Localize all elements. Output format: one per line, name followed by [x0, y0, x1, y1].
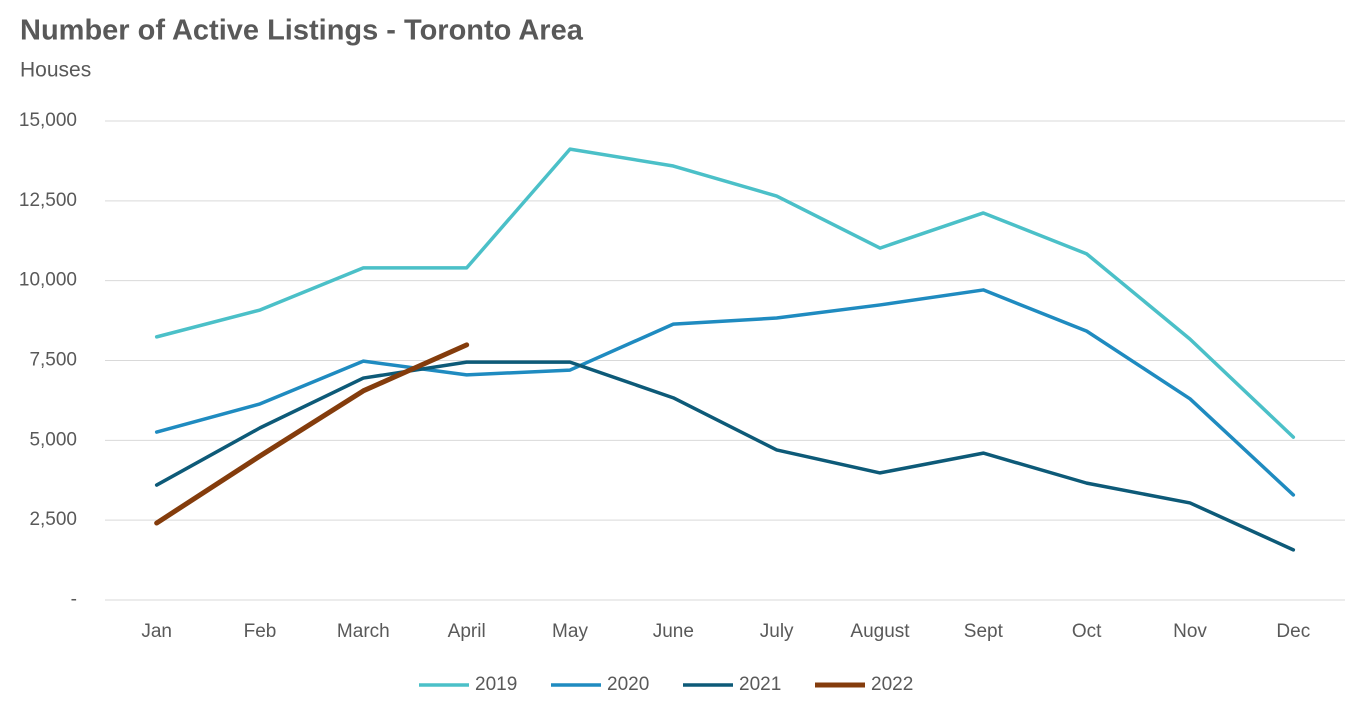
- legend-label: 2019: [475, 674, 517, 695]
- legend-label: 2020: [607, 674, 649, 695]
- x-tick-label: Oct: [1072, 621, 1102, 642]
- y-tick-label: 2,500: [29, 509, 77, 530]
- line-series: [154, 360, 1296, 552]
- x-tick-label: Nov: [1173, 621, 1207, 642]
- y-tick-label: 10,000: [19, 270, 77, 291]
- y-tick-label: 12,500: [19, 190, 77, 211]
- x-tick-label: August: [850, 621, 910, 642]
- legend-label: 2022: [871, 674, 913, 695]
- chart-subtitle: Houses: [20, 59, 91, 82]
- line-series: [154, 147, 1296, 439]
- y-tick-label: 5,000: [29, 429, 77, 450]
- x-tick-label: April: [448, 621, 486, 642]
- line-series: [154, 342, 470, 526]
- x-tick-label: March: [337, 621, 390, 642]
- y-tick-label: 15,000: [19, 110, 77, 131]
- x-tick-label: Dec: [1276, 621, 1310, 642]
- x-tick-label: Jan: [141, 621, 172, 642]
- y-tick-label: -: [71, 589, 77, 610]
- x-tick-label: May: [552, 621, 588, 642]
- line-series: [154, 288, 1296, 497]
- y-tick-label: 7,500: [29, 350, 77, 371]
- chart-title: Number of Active Listings - Toronto Area: [20, 15, 584, 47]
- x-tick-label: July: [760, 621, 794, 642]
- x-tick-label: Feb: [244, 621, 277, 642]
- legend-label: 2021: [739, 674, 781, 695]
- x-tick-label: June: [653, 621, 694, 642]
- x-tick-label: Sept: [964, 621, 1004, 642]
